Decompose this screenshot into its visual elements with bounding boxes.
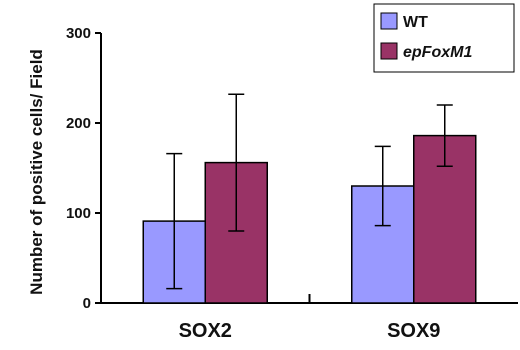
y-tick-label: 300 (66, 25, 91, 42)
y-tick-label: 0 (83, 295, 91, 312)
y-tick-label: 100 (66, 205, 91, 222)
y-axis-ticks: 0 100 200 300 (66, 25, 101, 312)
x-axis-categories: SOX2 SOX9 (179, 320, 441, 342)
bar-series (142, 134, 477, 304)
legend-label-wt: WT (403, 14, 428, 31)
x-category-label: SOX2 (179, 320, 232, 342)
y-tick-label: 200 (66, 115, 91, 132)
legend-swatch-epfoxm1 (380, 42, 398, 60)
legend-label-epfoxm1: epFoxM1 (403, 44, 472, 61)
x-category-label: SOX9 (387, 320, 440, 342)
error-bars (166, 93, 453, 290)
y-axis-title: Number of positive cells/ Field (27, 49, 46, 295)
legend-swatch-wt (380, 12, 398, 30)
legend: WT epFoxM1 (373, 3, 515, 73)
